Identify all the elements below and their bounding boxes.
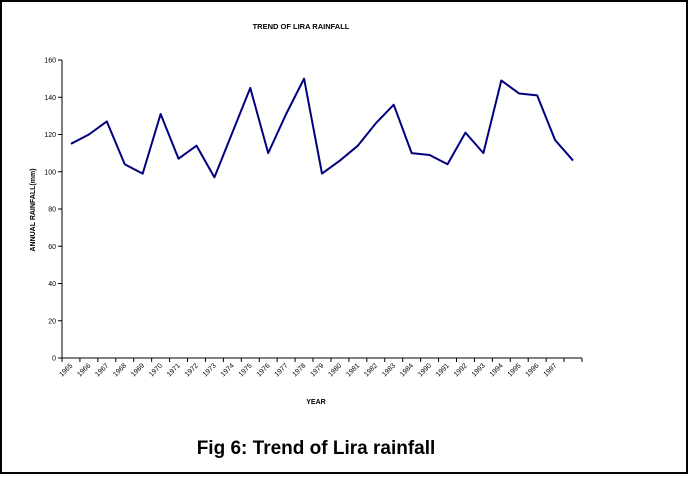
- y-tick-label: 160: [44, 58, 56, 65]
- y-tick-label: 20: [48, 318, 56, 325]
- line: [70, 77, 574, 179]
- x-axis-label: YEAR: [306, 399, 325, 406]
- y-tick-label: 60: [48, 244, 56, 251]
- chart-title: TREND OF LIRA RAINFALL: [253, 22, 350, 31]
- caption: Fig 6: Trend of Lira rainfall: [197, 438, 436, 459]
- y-tick-label: 120: [44, 132, 56, 139]
- y-tick-label: 100: [44, 169, 56, 176]
- y-axis-label: ANNUAL RAINFALL(mm): [30, 168, 37, 251]
- y-tick-label: 140: [44, 95, 56, 102]
- y-tick-label: 0: [52, 356, 56, 363]
- y-tick-label: 40: [48, 281, 56, 288]
- y-tick-label: 80: [48, 207, 56, 214]
